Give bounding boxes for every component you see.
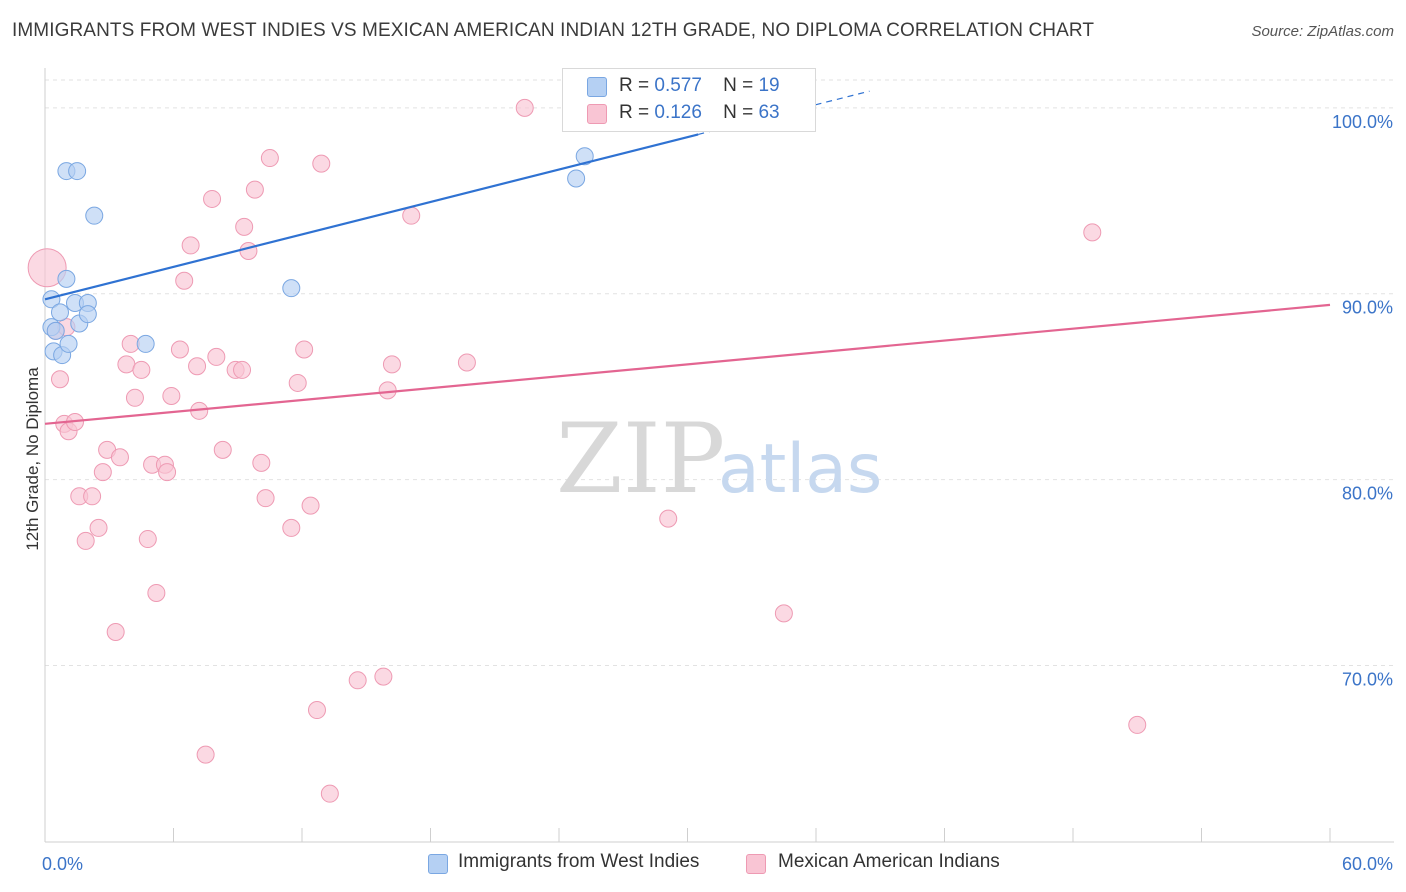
source-label: Source: ZipAtlas.com [1251,23,1394,40]
data-point-pink [320,784,339,803]
y-tick-label: 100.0% [1332,112,1393,132]
tick-labels: 100.0% 90.0% 80.0% 70.0% 0.0% 60.0% [42,112,1393,874]
legend-n-value: 63 [758,102,780,123]
trend-line-blue [44,133,699,301]
data-point-blue [282,279,301,298]
legend-r-value: 0.126 [654,102,702,123]
data-point-pink [175,271,194,290]
data-point-pink [659,509,678,528]
data-point-pink [213,440,232,459]
legend-n-label: N = [723,102,754,123]
data-point-pink [382,355,401,374]
data-point-pink [132,360,151,379]
data-point-pink [282,518,301,537]
data-point-pink [188,357,207,376]
data-point-pink [252,453,271,472]
data-point-pink [235,217,254,236]
data-point-pink [83,487,102,506]
data-point-pink [374,667,393,686]
data-point-pink [288,373,307,392]
legend-n-value: 19 [758,75,780,96]
data-point-pink [307,701,326,720]
data-point-pink [1128,715,1147,734]
data-point-blue [57,269,76,288]
legend-swatch-pink [746,854,766,874]
legend-swatch-blue [587,77,607,97]
data-point-blue [78,305,97,324]
y-axis-label: 12th Grade, No Diploma [23,367,42,551]
watermark-atlas: atlas [718,430,882,509]
data-point-pink [515,98,534,117]
watermark-zip: ZIP [556,403,725,515]
data-point-pink [138,530,157,549]
data-point-pink [457,353,476,372]
data-point-pink [27,248,67,288]
legend-swatch-pink [587,104,607,124]
legend-swatch-blue [428,854,448,874]
y-tick-label: 70.0% [1342,669,1393,689]
data-point-pink [203,189,222,208]
legend-n-label: N = [723,75,754,96]
data-point-pink [301,496,320,515]
data-point-pink [1083,223,1102,242]
data-point-pink [170,340,189,359]
data-point-blue [50,303,69,322]
data-point-blue [46,321,65,340]
data-point-pink [162,386,181,405]
series-immigrants-west-indies [42,147,594,365]
data-point-blue [567,169,586,188]
legend-r-value: 0.577 [654,75,702,96]
data-point-pink [348,671,367,690]
correlation-legend: R = 0.577 N = 19 R = 0.126 N = 63 [562,68,816,132]
data-point-pink [774,604,793,623]
x-tick-label: 60.0% [1342,854,1393,874]
legend-r-label: R = [619,102,650,123]
data-point-pink [93,463,112,482]
data-point-pink [312,154,331,173]
data-point-pink [239,241,258,260]
data-point-pink [117,355,136,374]
chart-title: IMMIGRANTS FROM WEST INDIES VS MEXICAN A… [12,20,1095,41]
data-point-pink [121,334,140,353]
data-point-pink [256,489,275,508]
data-point-blue [136,334,155,353]
data-point-pink [207,347,226,366]
y-tick-label: 90.0% [1342,298,1393,318]
data-point-pink [106,622,125,641]
data-point-blue [42,290,61,309]
data-point-pink [147,583,166,602]
data-point-pink [245,180,264,199]
legend-label-mexican-american-indians: Mexican American Indians [778,851,1000,872]
data-point-pink [233,360,252,379]
axes [44,68,1394,843]
data-point-pink [89,518,108,537]
data-point-pink [50,370,69,389]
legend-label-west-indies: Immigrants from West Indies [458,851,700,872]
data-point-pink [181,236,200,255]
data-point-pink [378,381,397,400]
legend-r-label: R = [619,75,650,96]
data-point-blue [68,162,87,181]
x-tick-label: 0.0% [42,854,83,874]
data-point-pink [158,463,177,482]
data-point-pink [260,149,279,168]
data-point-pink [196,745,215,764]
data-point-pink [125,388,144,407]
data-point-pink [295,340,314,359]
y-tick-label: 80.0% [1342,484,1393,504]
data-point-pink [402,206,421,225]
data-point-blue [575,147,594,166]
data-point-blue [59,334,78,353]
data-point-pink [76,531,95,550]
data-point-pink [110,448,129,467]
data-point-blue [85,206,104,225]
trend-line-pink [44,303,1331,425]
